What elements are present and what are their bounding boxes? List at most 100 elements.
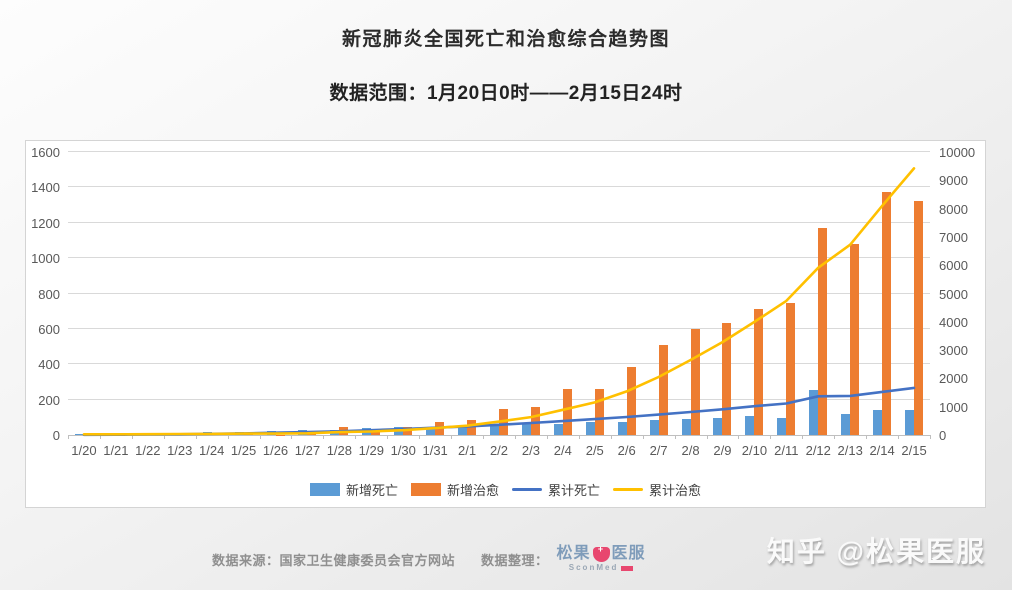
y-axis-tick-right: 6000 bbox=[939, 258, 968, 274]
x-axis-tick bbox=[674, 435, 676, 439]
brand-name-left: 松果 bbox=[556, 545, 591, 562]
zhihu-watermark: 知乎 @松果医服 bbox=[766, 536, 986, 567]
x-axis-tick bbox=[578, 435, 580, 439]
y-axis-tick-left: 600 bbox=[38, 321, 60, 337]
x-axis-tick bbox=[355, 435, 357, 439]
x-axis-tick bbox=[610, 435, 612, 439]
gridline bbox=[68, 151, 930, 152]
x-axis-label: 1/26 bbox=[262, 443, 289, 458]
bar-new-cured bbox=[658, 344, 668, 435]
chart-lines-svg bbox=[82, 167, 916, 437]
bar-new-cured bbox=[882, 192, 892, 435]
y-axis-tick-right: 4000 bbox=[939, 314, 968, 330]
x-axis-label: 2/4 bbox=[553, 443, 572, 458]
gridline bbox=[68, 292, 930, 294]
plot-area bbox=[68, 151, 931, 439]
gridline bbox=[68, 186, 930, 188]
bar-new-deaths bbox=[809, 390, 819, 435]
bar-new-deaths bbox=[426, 426, 436, 435]
gridline bbox=[68, 221, 930, 223]
bar-new-cured bbox=[530, 407, 540, 435]
bar-new-deaths bbox=[713, 417, 723, 435]
gridline bbox=[68, 363, 930, 365]
bar-new-cured bbox=[850, 243, 860, 435]
brand-badge bbox=[621, 565, 634, 571]
bar-new-deaths bbox=[74, 434, 84, 435]
y-axis-tick-right: 7000 bbox=[939, 229, 968, 245]
x-axis-tick bbox=[514, 435, 516, 439]
y-axis-tick-left: 400 bbox=[38, 357, 60, 373]
x-axis-label: 2/10 bbox=[741, 443, 768, 458]
x-axis-tick bbox=[738, 435, 740, 439]
line-cum-deaths bbox=[82, 386, 916, 437]
y-axis-right: 0 1000 2000 3000 4000 5000 6000 7000 8000 9000 100… bbox=[939, 145, 985, 443]
y-axis-left: 0 200 400 600 800 1000 1200 1400 1600 bbox=[26, 145, 60, 443]
x-axis-tick bbox=[866, 435, 868, 439]
y-axis-tick-right: 5000 bbox=[939, 286, 968, 302]
x-axis-label: 2/6 bbox=[617, 443, 636, 458]
x-axis-label: 2/5 bbox=[585, 443, 604, 458]
x-axis-label: 1/22 bbox=[135, 443, 161, 458]
y-axis-tick-right: 0 bbox=[939, 428, 947, 443]
legend-label-new-cured: 新增治愈 bbox=[446, 483, 499, 498]
y-axis-tick-right: 3000 bbox=[939, 343, 968, 359]
y-axis-tick-left: 1600 bbox=[31, 145, 60, 160]
bar-new-cured bbox=[562, 389, 572, 435]
bar-new-deaths bbox=[649, 419, 659, 435]
bar-new-deaths bbox=[841, 413, 851, 435]
y-axis-tick-right: 2000 bbox=[939, 371, 968, 387]
legend-swatch-cum-cured bbox=[613, 488, 644, 491]
y-axis-tick-left: 0 bbox=[52, 428, 60, 443]
x-axis-tick bbox=[323, 435, 325, 439]
x-axis-label: 2/8 bbox=[681, 443, 700, 458]
x-axis-tick bbox=[770, 435, 772, 439]
bar-new-cured bbox=[594, 388, 604, 435]
chart-legend: 新增死亡 新增治愈 累计死亡 累计治愈 bbox=[26, 480, 985, 499]
legend-label-cum-deaths: 累计死亡 bbox=[548, 483, 601, 498]
x-axis-tick bbox=[898, 435, 900, 439]
legend-item-new-cured: 新增治愈 bbox=[410, 480, 499, 499]
x-axis-label: 1/31 bbox=[422, 443, 448, 458]
bar-new-cured bbox=[690, 329, 700, 435]
x-axis-tick bbox=[195, 435, 197, 439]
data-curation-label: 数据整理： bbox=[481, 552, 549, 568]
x-axis-tick bbox=[291, 435, 293, 439]
y-axis-tick-left: 1400 bbox=[31, 180, 60, 196]
legend-label-new-deaths: 新增死亡 bbox=[345, 483, 398, 498]
x-axis-label: 1/21 bbox=[103, 443, 129, 458]
x-axis-label: 2/13 bbox=[837, 443, 863, 458]
bar-new-cured bbox=[786, 303, 796, 435]
x-axis-tick bbox=[227, 435, 229, 439]
y-axis-tick-right: 8000 bbox=[939, 201, 968, 217]
x-axis-tick bbox=[99, 435, 101, 439]
bar-new-deaths bbox=[745, 415, 755, 435]
legend-label-cum-cured: 累计治愈 bbox=[649, 483, 702, 498]
y-axis-tick-left: 1200 bbox=[31, 215, 60, 231]
bar-new-deaths bbox=[521, 423, 531, 435]
bar-new-cured bbox=[467, 419, 477, 435]
x-axis-label: 1/23 bbox=[167, 443, 193, 458]
x-axis-tick bbox=[387, 435, 389, 439]
bar-new-cured bbox=[626, 366, 636, 435]
x-axis-tick bbox=[451, 435, 453, 439]
x-axis-label: 2/3 bbox=[521, 443, 540, 458]
bar-new-deaths bbox=[905, 409, 915, 435]
x-axis-tick bbox=[483, 435, 485, 439]
y-axis-tick-right: 1000 bbox=[939, 399, 968, 415]
y-axis-tick-right: 9000 bbox=[939, 173, 968, 189]
x-axis-label: 2/15 bbox=[901, 443, 927, 458]
legend-swatch-cum-deaths bbox=[512, 488, 542, 491]
x-axis-tick bbox=[419, 435, 421, 439]
x-axis-tick bbox=[546, 435, 548, 439]
bar-new-cured bbox=[818, 227, 828, 435]
bar-new-cured bbox=[371, 431, 381, 435]
legend-item-new-deaths: 新增死亡 bbox=[309, 480, 398, 499]
bar-new-deaths bbox=[553, 423, 563, 435]
pinecone-icon bbox=[592, 545, 610, 562]
bar-new-deaths bbox=[585, 422, 595, 435]
y-axis-tick-right: 10000 bbox=[939, 145, 976, 160]
x-axis-tick bbox=[131, 435, 133, 439]
y-axis-tick-left: 800 bbox=[38, 286, 60, 302]
x-axis-tick bbox=[68, 435, 69, 439]
x-axis-label: 1/24 bbox=[199, 443, 225, 458]
